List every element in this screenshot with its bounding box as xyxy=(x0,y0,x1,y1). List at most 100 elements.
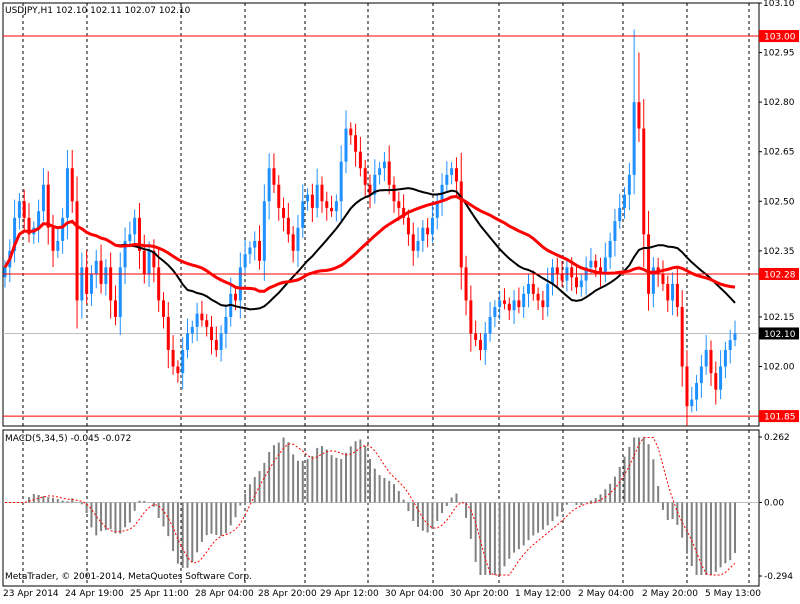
candle-bull xyxy=(723,349,727,367)
candle-bear xyxy=(320,184,324,202)
symbol-header: USDJPY,H1 102.10 102.11 102.07 102.10 xyxy=(5,6,191,16)
candle-bull xyxy=(339,161,343,202)
candle-bear xyxy=(478,340,482,350)
candle-bear xyxy=(99,260,103,284)
candle-bear xyxy=(272,168,276,185)
price-level-label: 101.85 xyxy=(764,413,796,423)
time-label: 1 May 12:00 xyxy=(515,589,571,599)
candle-bear xyxy=(210,326,214,341)
candle-bull xyxy=(296,227,300,251)
candle-bear xyxy=(363,168,367,185)
candle-bull xyxy=(430,217,434,235)
candle-bull xyxy=(243,254,247,268)
current-price-label: 102.10 xyxy=(764,330,796,340)
candle-bear xyxy=(661,273,665,284)
candle-bear xyxy=(200,313,204,321)
candle-bear xyxy=(161,300,165,317)
candle-bull xyxy=(306,194,310,202)
candle-bull xyxy=(373,174,377,195)
candle-bear xyxy=(426,227,430,235)
candle-bear xyxy=(258,240,262,261)
candle-bull xyxy=(382,161,386,169)
candle-bull xyxy=(450,168,454,175)
candle-bear xyxy=(541,300,545,308)
candle-bull xyxy=(551,267,554,284)
price-tick-label: 102.35 xyxy=(763,247,795,257)
candle-bear xyxy=(171,349,175,367)
candle-bull xyxy=(17,201,21,218)
candle-bull xyxy=(224,316,228,334)
candle-bull xyxy=(238,267,242,301)
candle-bull xyxy=(61,217,65,241)
candle-bear xyxy=(310,194,314,208)
candle-bear xyxy=(354,135,358,152)
candle-bull xyxy=(671,283,675,301)
time-label: 2 May 20:00 xyxy=(642,589,698,599)
candle-bull xyxy=(248,247,252,255)
candle-bull xyxy=(627,174,631,195)
candle-bear xyxy=(575,277,579,288)
candle-bull xyxy=(421,227,425,241)
candle-bear xyxy=(517,300,521,308)
candle-bear xyxy=(70,168,74,202)
macd-header: MACD(5,34,5) -0.045 -0.072 xyxy=(5,434,131,444)
candle-bear xyxy=(536,293,540,301)
candle-bull xyxy=(186,333,189,350)
candle-bull xyxy=(267,168,271,202)
candle-bull xyxy=(435,201,439,218)
candle-bear xyxy=(392,184,396,202)
price-tick-label: 102.15 xyxy=(763,313,795,323)
candle-bear xyxy=(291,234,295,251)
candle-bull xyxy=(445,174,449,185)
candle-bull xyxy=(128,234,132,241)
candle-bear xyxy=(205,320,209,327)
candle-bull xyxy=(190,326,194,334)
candle-bear xyxy=(282,207,286,218)
candle-bear xyxy=(464,267,468,301)
macd-signal-line xyxy=(5,437,736,576)
price-level-badge xyxy=(759,30,799,43)
price-level-label: 103.00 xyxy=(764,33,796,43)
candle-bear xyxy=(22,201,26,218)
candle-bull xyxy=(526,283,530,294)
candle-bull xyxy=(623,194,627,208)
price-tick-label: 102.65 xyxy=(763,148,795,158)
candle-bear xyxy=(176,366,180,374)
candle-bull xyxy=(3,267,7,278)
price-tick-label: 102.80 xyxy=(763,98,795,108)
candle-bear xyxy=(152,250,156,268)
candle-bull xyxy=(632,102,636,175)
time-label: 29 Apr 12:00 xyxy=(320,589,379,599)
candle-bull xyxy=(512,300,516,311)
candle-bull xyxy=(195,313,199,327)
candle-bull xyxy=(493,307,497,317)
candle-bear xyxy=(406,217,410,235)
candle-bull xyxy=(728,340,732,350)
candle-bull xyxy=(613,221,617,241)
candle-bull xyxy=(603,257,607,274)
candle-bear xyxy=(387,161,391,185)
candle-bear xyxy=(402,207,406,218)
candle-bear xyxy=(85,267,89,294)
candle-bear xyxy=(75,201,79,301)
candle-bear xyxy=(560,273,564,281)
candle-bull xyxy=(699,366,703,384)
candle-bull xyxy=(65,168,69,218)
candle-bull xyxy=(147,250,151,274)
candle-bull xyxy=(483,333,487,350)
candle-bull xyxy=(80,267,84,301)
price-tick-label: 102.50 xyxy=(763,197,795,207)
price-level-badge xyxy=(759,267,799,280)
candle-bear xyxy=(454,168,458,182)
price-tick-label: 102.95 xyxy=(763,49,795,59)
candle-bear xyxy=(594,260,598,268)
candle-bull xyxy=(253,240,257,248)
price-tick-label: 102.00 xyxy=(763,363,795,373)
candle-bear xyxy=(685,366,689,407)
candle-bear xyxy=(714,373,718,390)
candle-bear xyxy=(642,128,646,235)
candle-bull xyxy=(344,128,348,162)
candle-bull xyxy=(104,267,108,284)
time-label: 30 Apr 04:00 xyxy=(385,589,444,599)
